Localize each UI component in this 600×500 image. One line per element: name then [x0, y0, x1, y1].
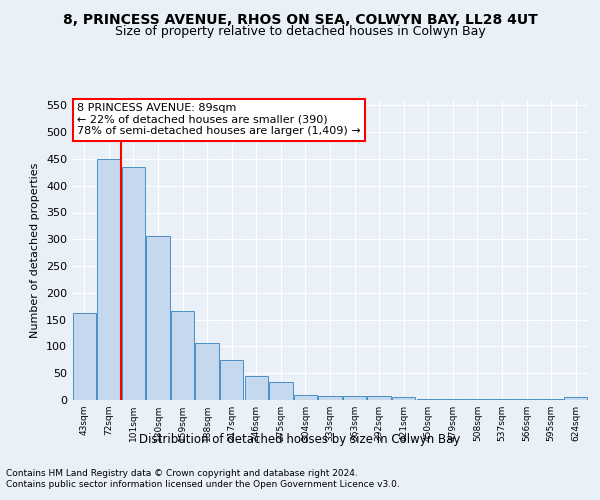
Bar	[343, 396, 366, 400]
Bar	[245, 376, 268, 400]
Bar	[171, 310, 194, 400]
Bar	[564, 398, 587, 400]
Text: 8 PRINCESS AVENUE: 89sqm
← 22% of detached houses are smaller (390)
78% of semi-: 8 PRINCESS AVENUE: 89sqm ← 22% of detach…	[77, 103, 361, 136]
Text: Size of property relative to detached houses in Colwyn Bay: Size of property relative to detached ho…	[115, 25, 485, 38]
Bar	[220, 360, 244, 400]
Bar	[294, 394, 317, 400]
Text: Distribution of detached houses by size in Colwyn Bay: Distribution of detached houses by size …	[139, 432, 461, 446]
Bar	[196, 343, 219, 400]
Bar	[146, 236, 170, 400]
Bar	[441, 399, 464, 400]
Bar	[97, 159, 121, 400]
Bar	[73, 312, 96, 400]
Bar	[466, 399, 489, 400]
Bar	[490, 399, 514, 400]
Bar	[416, 399, 440, 400]
Bar	[367, 396, 391, 400]
Text: 8, PRINCESS AVENUE, RHOS ON SEA, COLWYN BAY, LL28 4UT: 8, PRINCESS AVENUE, RHOS ON SEA, COLWYN …	[62, 12, 538, 26]
Bar	[122, 167, 145, 400]
Bar	[319, 396, 341, 400]
Bar	[392, 398, 415, 400]
Text: Contains public sector information licensed under the Open Government Licence v3: Contains public sector information licen…	[6, 480, 400, 489]
Text: Contains HM Land Registry data © Crown copyright and database right 2024.: Contains HM Land Registry data © Crown c…	[6, 468, 358, 477]
Bar	[269, 382, 293, 400]
Y-axis label: Number of detached properties: Number of detached properties	[31, 162, 40, 338]
